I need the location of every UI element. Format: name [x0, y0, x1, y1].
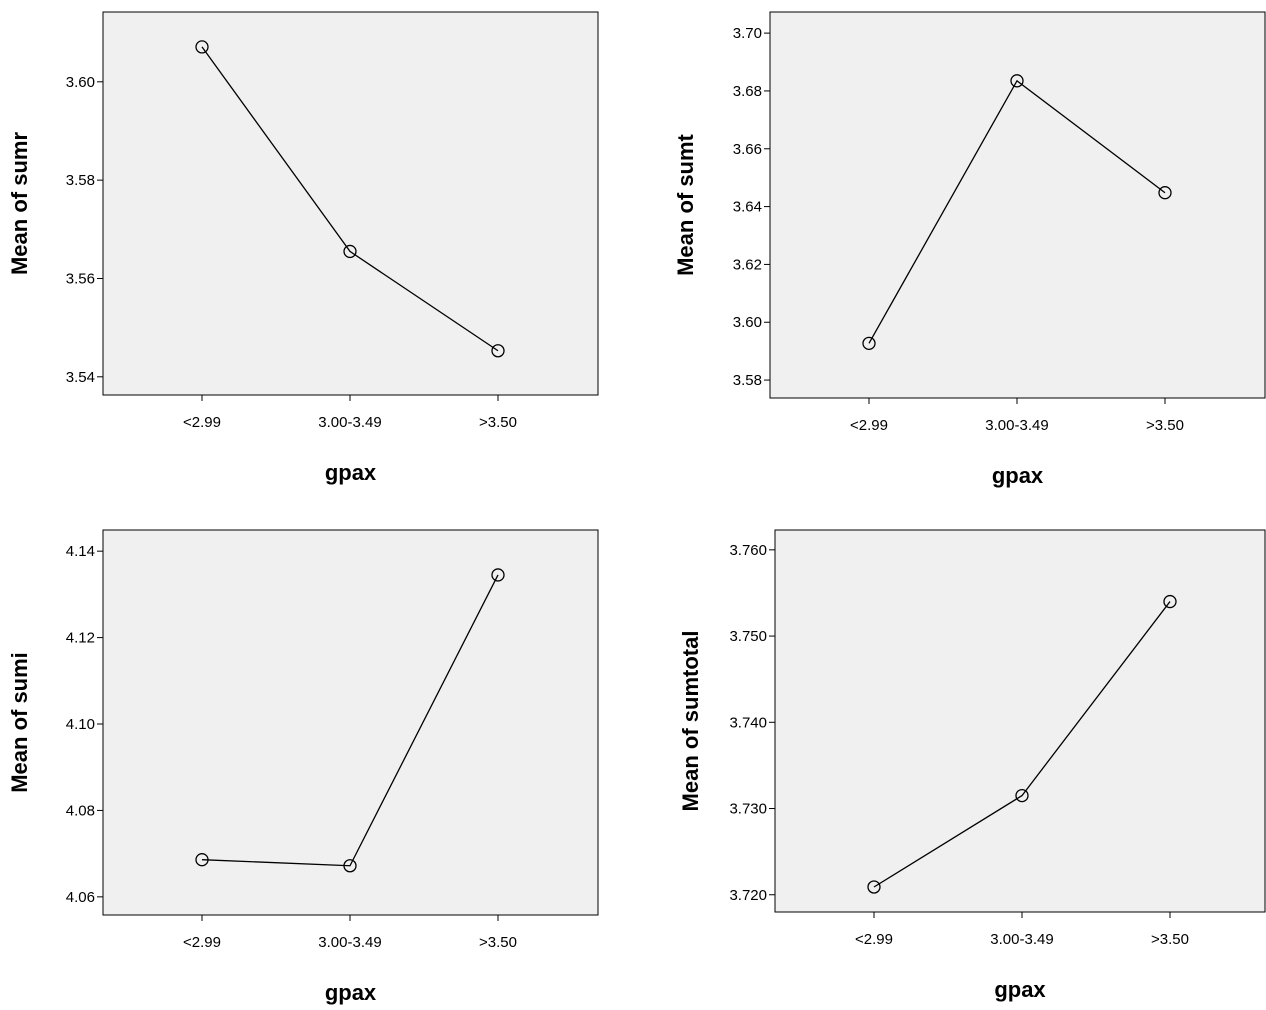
x-tick-label: 3.00-3.49 [318, 934, 381, 951]
plot-area [102, 11, 599, 396]
plot-area [102, 529, 599, 916]
x-axis-title: gpax [325, 980, 377, 1005]
marker [491, 344, 505, 358]
marker [195, 853, 209, 867]
x-tick-label: >3.50 [1151, 931, 1189, 948]
y-tick-label: 3.58 [733, 372, 762, 389]
y-tick-label: 3.760 [729, 542, 767, 559]
y-tick-label: 3.54 [66, 369, 95, 386]
y-tick-label: 3.66 [733, 141, 762, 158]
marker [867, 880, 881, 894]
marker [343, 859, 357, 873]
x-axis-title: gpax [992, 463, 1044, 488]
y-tick-label: 4.14 [66, 543, 95, 560]
x-tick-label: <2.99 [850, 417, 888, 434]
line [201, 574, 499, 867]
y-tick-label: 4.08 [66, 802, 95, 819]
marker [195, 40, 209, 54]
plot-area [774, 529, 1266, 913]
x-tick-label: <2.99 [855, 931, 893, 948]
y-tick-label: 4.12 [66, 630, 95, 647]
marker [343, 244, 357, 259]
x-tick-label: >3.50 [479, 414, 517, 431]
line [201, 46, 499, 352]
x-tick-label: >3.50 [479, 934, 517, 951]
x-tick-label: >3.50 [1146, 417, 1184, 434]
line [873, 601, 1171, 888]
marker [491, 568, 505, 582]
y-tick-label: 3.70 [733, 25, 762, 42]
y-axis-title: Mean of sumtotal [678, 631, 703, 812]
y-tick-label: 4.10 [66, 716, 95, 733]
y-tick-label: 3.58 [66, 172, 95, 189]
marker [862, 336, 876, 351]
y-tick-label: 4.06 [66, 889, 95, 906]
y-tick-label: 3.64 [733, 199, 762, 216]
y-tick-label: 3.56 [66, 270, 95, 287]
x-tick-label: 3.00-3.49 [318, 414, 381, 431]
y-tick-label: 3.68 [733, 83, 762, 100]
marker [1010, 74, 1024, 88]
marker [1158, 186, 1172, 200]
y-tick-label: 3.740 [729, 714, 767, 731]
y-tick-label: 3.720 [729, 887, 767, 904]
plot-area [769, 11, 1266, 399]
y-tick-label: 3.62 [733, 256, 762, 273]
y-tick-label: 3.730 [729, 801, 767, 818]
y-axis-title: Mean of sumi [7, 652, 32, 793]
y-axis-title: Mean of sumt [673, 133, 698, 275]
y-axis-title: Mean of sumr [7, 132, 32, 275]
y-tick-label: 3.60 [66, 74, 95, 91]
y-tick-label: 3.60 [733, 314, 762, 331]
x-tick-label: 3.00-3.49 [990, 931, 1053, 948]
marker [1163, 594, 1177, 609]
x-tick-label: <2.99 [183, 414, 221, 431]
line [868, 79, 1166, 344]
x-tick-label: <2.99 [183, 934, 221, 951]
marker [1015, 788, 1029, 803]
y-tick-label: 3.750 [729, 628, 767, 645]
x-tick-label: 3.00-3.49 [985, 417, 1048, 434]
x-axis-title: gpax [994, 977, 1046, 1002]
x-axis-title: gpax [325, 460, 377, 485]
